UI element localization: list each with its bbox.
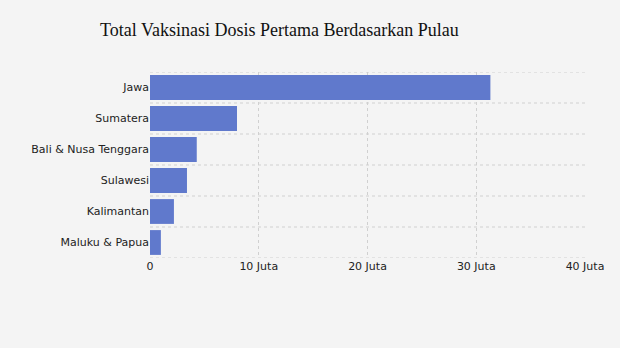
svg-text:10 Juta: 10 Juta	[239, 260, 278, 273]
svg-text:Total Vaksinasi Dosis Pertama: Total Vaksinasi Dosis Pertama Berdasarka…	[100, 20, 459, 40]
svg-text:30 Juta: 30 Juta	[457, 260, 496, 273]
svg-text:20 Juta: 20 Juta	[348, 260, 387, 273]
svg-text:Bali & Nusa Tenggara: Bali & Nusa Tenggara	[31, 143, 149, 156]
svg-text:Sumatera: Sumatera	[95, 112, 149, 125]
svg-text:0: 0	[147, 260, 154, 273]
svg-text:Kalimantan: Kalimantan	[87, 205, 149, 218]
svg-text:40 Juta: 40 Juta	[566, 260, 605, 273]
svg-text:Maluku & Papua: Maluku & Papua	[61, 236, 149, 249]
svg-text:Jawa: Jawa	[122, 81, 149, 94]
svg-text:Sulawesi: Sulawesi	[101, 174, 149, 187]
